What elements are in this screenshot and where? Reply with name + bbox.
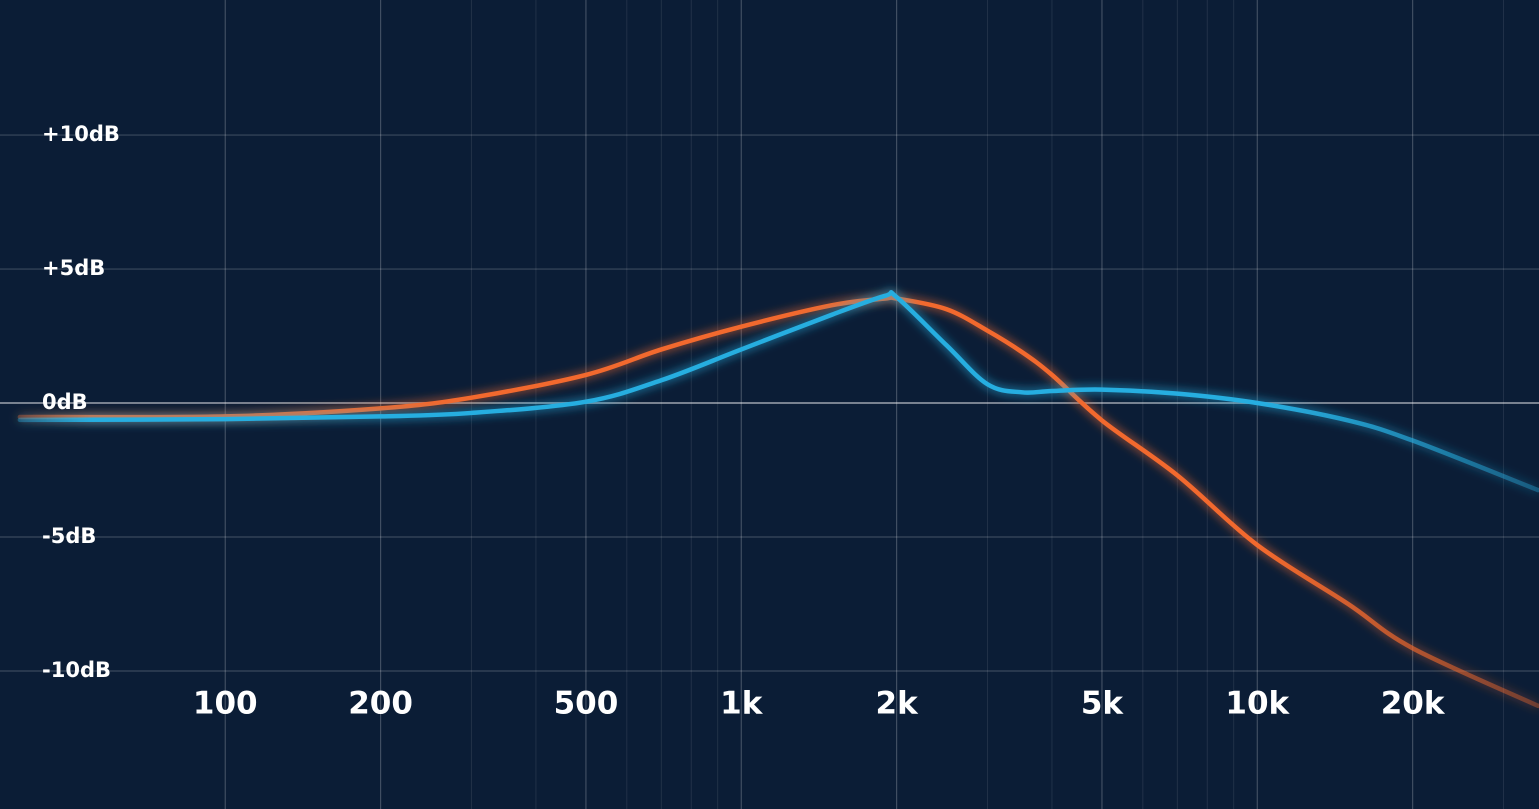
x-tick-label: 200 — [348, 686, 413, 722]
x-tick-label: 500 — [554, 686, 619, 722]
y-tick-label: -5dB — [42, 524, 96, 548]
x-tick-label: 100 — [193, 686, 258, 722]
plot — [17, 290, 1539, 709]
x-tick-label: 10k — [1225, 686, 1290, 722]
y-tick-label: +10dB — [42, 122, 120, 146]
y-tick-label: 0dB — [42, 390, 88, 414]
x-tick-label: 5k — [1081, 686, 1125, 722]
x-tick-label: 1k — [720, 686, 764, 722]
y-tick-label: -10dB — [42, 658, 111, 682]
y-tick-label: +5dB — [42, 256, 105, 280]
x-tick-label: 2k — [876, 686, 920, 722]
series-line — [17, 290, 1539, 493]
labels: 100 200 500 1k 2k 5k 10k 20k +10dB +5dB 0dB -5dB -10… — [42, 122, 1446, 721]
x-tick-label: 20k — [1381, 686, 1446, 722]
